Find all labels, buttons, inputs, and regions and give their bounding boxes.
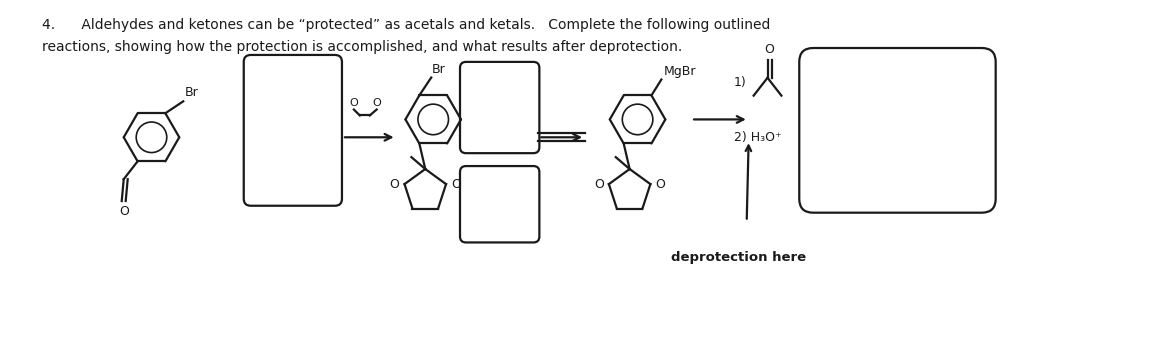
Text: O: O	[656, 178, 665, 191]
Text: O: O	[451, 178, 461, 191]
Text: Br: Br	[185, 86, 199, 99]
Text: 1): 1)	[734, 76, 747, 89]
Text: reactions, showing how the protection is accomplished, and what results after de: reactions, showing how the protection is…	[42, 40, 683, 54]
Text: O: O	[350, 98, 358, 108]
Text: O: O	[765, 43, 774, 56]
Text: 2) H₃O⁺: 2) H₃O⁺	[734, 131, 781, 144]
Text: 4.      Aldehydes and ketones can be “protected” as acetals and ketals.   Comple: 4. Aldehydes and ketones can be “protect…	[42, 18, 770, 32]
Text: MgBr: MgBr	[663, 65, 696, 77]
Text: O: O	[594, 178, 604, 191]
Text: O: O	[372, 98, 381, 108]
Text: O: O	[119, 205, 129, 218]
Text: O: O	[389, 178, 400, 191]
Text: deprotection here: deprotection here	[671, 251, 807, 264]
Text: Br: Br	[433, 62, 447, 76]
